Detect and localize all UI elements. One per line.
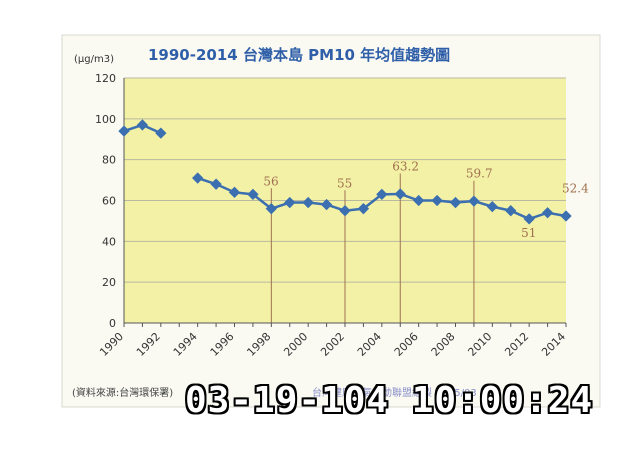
data-label: 59.7: [466, 167, 493, 181]
y-tick-label: 20: [102, 276, 116, 289]
data-point-marker: [210, 178, 222, 190]
credit-note: 台灣健康空氣行動聯盟繪製 2015/03: [312, 386, 477, 399]
data-point-marker: [468, 195, 480, 207]
data-point-marker: [523, 213, 535, 225]
data-point-marker: [486, 200, 498, 213]
data-point-marker: [376, 188, 388, 201]
y-tick-label: 0: [109, 317, 116, 330]
y-tick-label: 60: [102, 195, 116, 208]
data-point-marker: [192, 172, 204, 184]
data-point-marker: [449, 196, 462, 209]
data-point-marker: [413, 194, 425, 207]
data-point-marker: [431, 194, 443, 207]
video-timestamp: 03-19-104 10:00:24: [185, 380, 594, 421]
data-label: 51: [521, 226, 536, 240]
data-point-marker: [247, 188, 259, 201]
y-tick-label: 120: [95, 72, 116, 85]
data-point-marker: [560, 210, 572, 222]
data-point-marker: [541, 207, 554, 219]
data-point-marker: [339, 205, 351, 217]
data-point-marker: [265, 203, 277, 215]
source-note: (資料來源:台灣環保署): [72, 386, 173, 399]
data-label: 56: [263, 174, 278, 188]
data-point-marker: [394, 188, 406, 200]
data-point-marker: [505, 205, 517, 217]
data-point-marker: [118, 125, 130, 137]
data-label: 63.2: [392, 160, 419, 174]
data-point-marker: [284, 196, 296, 209]
y-tick-label: 40: [102, 235, 116, 248]
y-tick-label: 100: [95, 113, 116, 126]
y-axis-unit-label: (μg/m3): [74, 54, 114, 65]
data-point-marker: [357, 203, 370, 215]
data-label: 52.4: [562, 182, 589, 196]
chart-title: 1990-2014 台灣本島 PM10 年均值趨勢圖: [148, 46, 450, 64]
data-point-marker: [320, 198, 333, 211]
data-point-marker: [228, 186, 241, 198]
data-label: 55: [337, 176, 352, 190]
data-point-marker: [155, 127, 167, 139]
y-tick-label: 80: [102, 154, 116, 167]
data-point-marker: [302, 196, 314, 209]
